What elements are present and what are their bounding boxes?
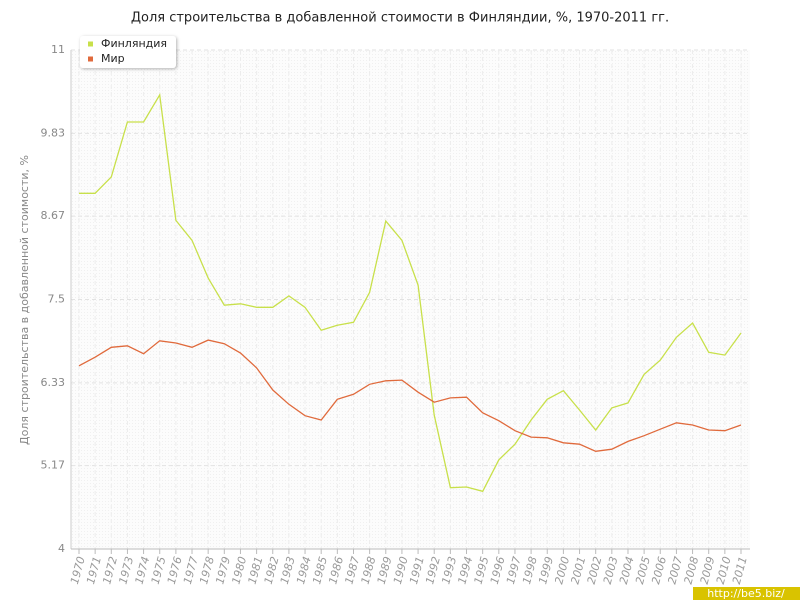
grid [71, 49, 750, 550]
legend-swatch [88, 56, 93, 62]
chart-title: Доля строительства в добавленной стоимос… [131, 11, 669, 26]
series-line [78, 339, 742, 452]
y-tick-label: 5.17 [41, 459, 66, 472]
legend-swatch [88, 41, 93, 47]
legend-label: Финляндия [101, 37, 167, 50]
legend: Финляндия Мир [80, 36, 176, 68]
watermark: http://be5.biz/ [707, 587, 785, 600]
y-axis-label: Доля строительства в добавленной стоимос… [18, 155, 31, 445]
series-lines [78, 92, 742, 493]
watermark-box [693, 587, 800, 600]
legend-box [80, 36, 176, 68]
y-tick-label: 11 [51, 43, 65, 56]
y-tick-label: 7.5 [48, 293, 66, 306]
series-line [79, 92, 742, 493]
y-tick-label: 6.33 [41, 376, 66, 389]
legend-label: Мир [101, 52, 125, 65]
y-tick-label: 9.83 [41, 126, 66, 139]
y-tick-label: 4 [58, 542, 65, 555]
y-tick-label: 8.67 [41, 209, 66, 222]
